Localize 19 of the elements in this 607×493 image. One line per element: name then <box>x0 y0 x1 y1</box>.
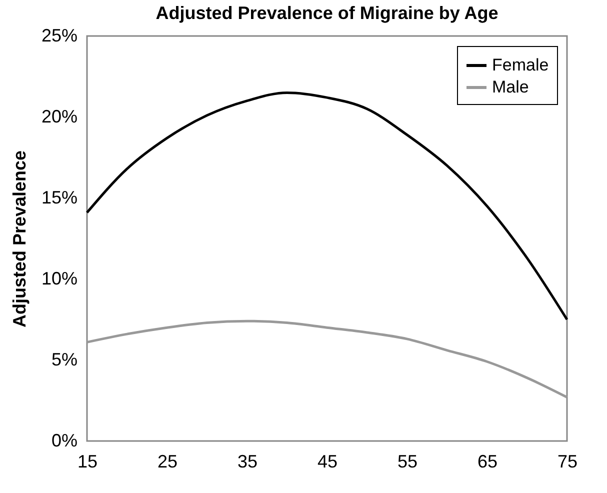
x-tick-label: 45 <box>317 452 338 472</box>
chart-title: Adjusted Prevalence of Migraine by Age <box>156 3 498 23</box>
x-tick-label: 65 <box>477 452 498 472</box>
line-series <box>86 91 568 321</box>
y-tick-label: 20% <box>41 106 78 126</box>
legend-label: Female <box>492 56 549 74</box>
x-tick-label: 55 <box>397 452 418 472</box>
x-tick-label: 25 <box>157 452 178 472</box>
legend-label: Male <box>492 78 529 96</box>
y-tick-label: 10% <box>41 268 78 288</box>
y-tick-label: 15% <box>41 188 78 208</box>
x-tick-label: 35 <box>237 452 258 472</box>
y-tick-label: 0% <box>51 430 78 450</box>
x-tick-label: 75 <box>557 452 578 472</box>
x-tick-label: 15 <box>77 452 98 472</box>
y-axis-title: Adjusted Prevalence <box>9 150 30 328</box>
line-series <box>86 320 568 399</box>
y-tick-label: 25% <box>41 26 78 46</box>
y-tick-label: 5% <box>51 350 78 370</box>
